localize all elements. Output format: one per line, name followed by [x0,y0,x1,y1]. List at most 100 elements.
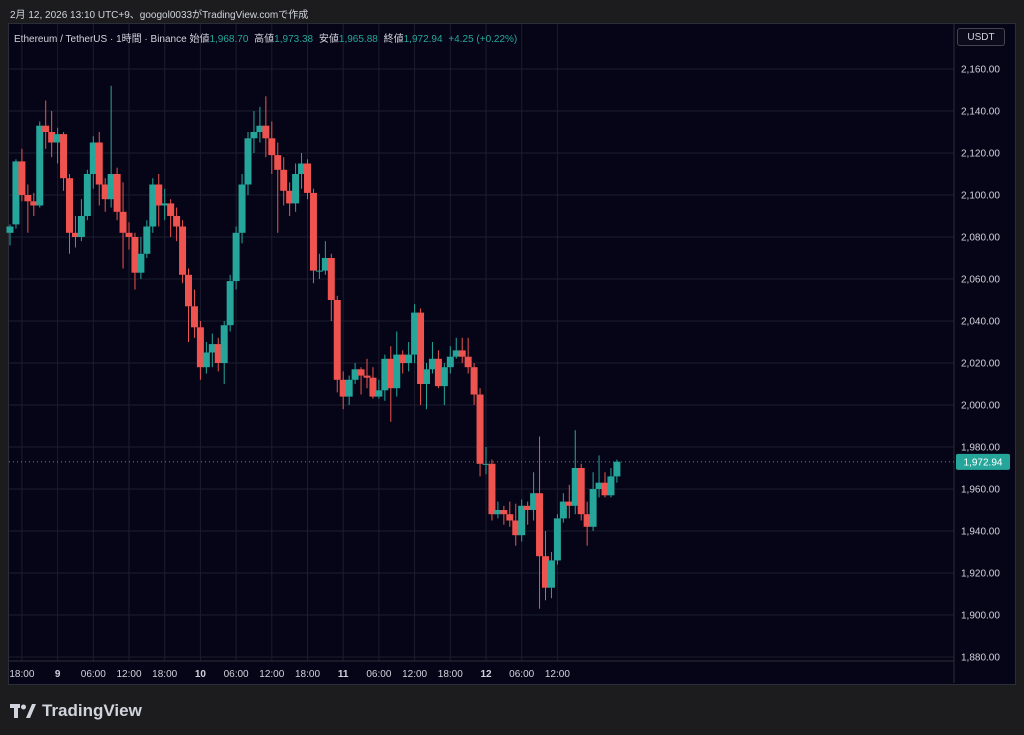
close-value: 1,972.94 [403,34,443,45]
time-tick-label: 06:00 [81,669,106,680]
candle-body [30,201,38,206]
candle-body [298,163,306,174]
candle-body [387,358,395,389]
candle-body [595,482,603,489]
price-axis: 1,880.00 1,900.00 1,920.00 1,940.00 1,960.00… [961,65,1000,664]
candle-body [286,190,294,204]
low-value: 1,965.88 [338,34,378,45]
candle-body [143,226,151,254]
currency-button[interactable]: USDT [957,28,1005,46]
candle-body [95,142,103,185]
candle-body [500,510,508,515]
candle-body [71,232,79,237]
candle-body [36,125,44,206]
chart-panel[interactable] [8,23,1016,685]
candle-body [113,174,121,212]
last-price-label: 1,972.94 [964,457,1003,468]
brand-name: TradingView [42,701,142,720]
candle-body [66,178,73,233]
candle-body [89,142,97,174]
candle-body [274,155,282,170]
time-tick-label: 12 [480,669,492,680]
candle-body [179,226,187,275]
candle-body [333,300,341,380]
candle-body [256,125,264,132]
candle-body [262,125,270,139]
time-tick-label: 18:00 [295,669,320,680]
candle-body [107,174,115,200]
price-tick-label: 2,140.00 [961,107,1000,118]
candle-body [482,463,490,465]
close-label: 終値 [383,34,404,45]
candle-body [357,369,365,376]
time-tick-label: 10 [195,669,207,680]
candle-body [309,192,317,271]
candle-body [405,354,413,363]
candle-body [250,132,258,139]
candle-body [119,211,127,233]
chart-caption: 2月 12, 2026 13:10 UTC+9、googol0033がTradi… [10,10,309,21]
candle-body [232,232,240,282]
time-tick-label: 06:00 [509,669,534,680]
candle-body [321,258,329,271]
change-value: +4.25 (+0.22%) [448,34,518,45]
candle-body [369,377,377,397]
candle-body [458,350,466,357]
candle-body [149,184,157,227]
candle-body [125,232,133,237]
candle-body [476,394,484,464]
candle-body [161,203,169,206]
candle-body [48,132,56,143]
candle-body [339,379,347,397]
time-tick-label: 18:00 [152,669,177,680]
candle-body [381,358,389,391]
candle-body [220,325,228,363]
last-price-marker: 1,972.94 [9,453,1010,470]
candle-body [464,356,472,368]
candle-body [470,367,478,395]
price-tick-label: 2,020.00 [961,359,1000,370]
tradingview-logo[interactable]: TradingView [10,700,142,722]
candle-body [190,306,198,328]
candle-body [512,520,520,536]
candle-body [494,510,502,515]
candle-body [202,352,210,368]
open-label: 始値 [189,34,210,45]
candle-body [601,482,609,496]
grid-lines [9,24,955,683]
candle-body [542,556,549,588]
candle-body [155,184,163,206]
time-tick-label: 11 [338,669,349,680]
price-tick-label: 2,040.00 [961,317,1000,328]
symbol-label: Ethereum / TetherUS · 1時間 · Binance [14,34,187,45]
candle-body [208,344,216,353]
candle-body [292,174,300,204]
price-tick-label: 1,920.00 [961,569,1000,580]
candle-body [589,489,597,527]
candle-body [428,358,436,370]
candle-body [315,270,323,272]
candle-body [607,476,615,496]
candle-body [488,463,496,515]
price-tick-label: 1,980.00 [961,443,1000,454]
price-tick-label: 2,160.00 [961,65,1000,76]
candle-body [411,312,419,355]
time-tick-label: 12:00 [545,669,570,680]
candle-body [393,354,401,389]
candle-body [196,327,204,368]
time-tick-label: 12:00 [116,669,141,680]
candle-body [327,258,335,300]
price-tick-label: 2,080.00 [961,233,1000,244]
time-tick-label: 06:00 [366,669,391,680]
candle-body [214,344,222,363]
candle-body [363,375,371,378]
candle-body [12,161,20,225]
candle-body [42,125,50,132]
candle-body [547,560,555,588]
time-tick-label: 18:00 [438,669,463,680]
candle-body [577,468,585,515]
candle-body [77,216,85,237]
candle-body [583,514,591,527]
candle-body [423,369,430,384]
